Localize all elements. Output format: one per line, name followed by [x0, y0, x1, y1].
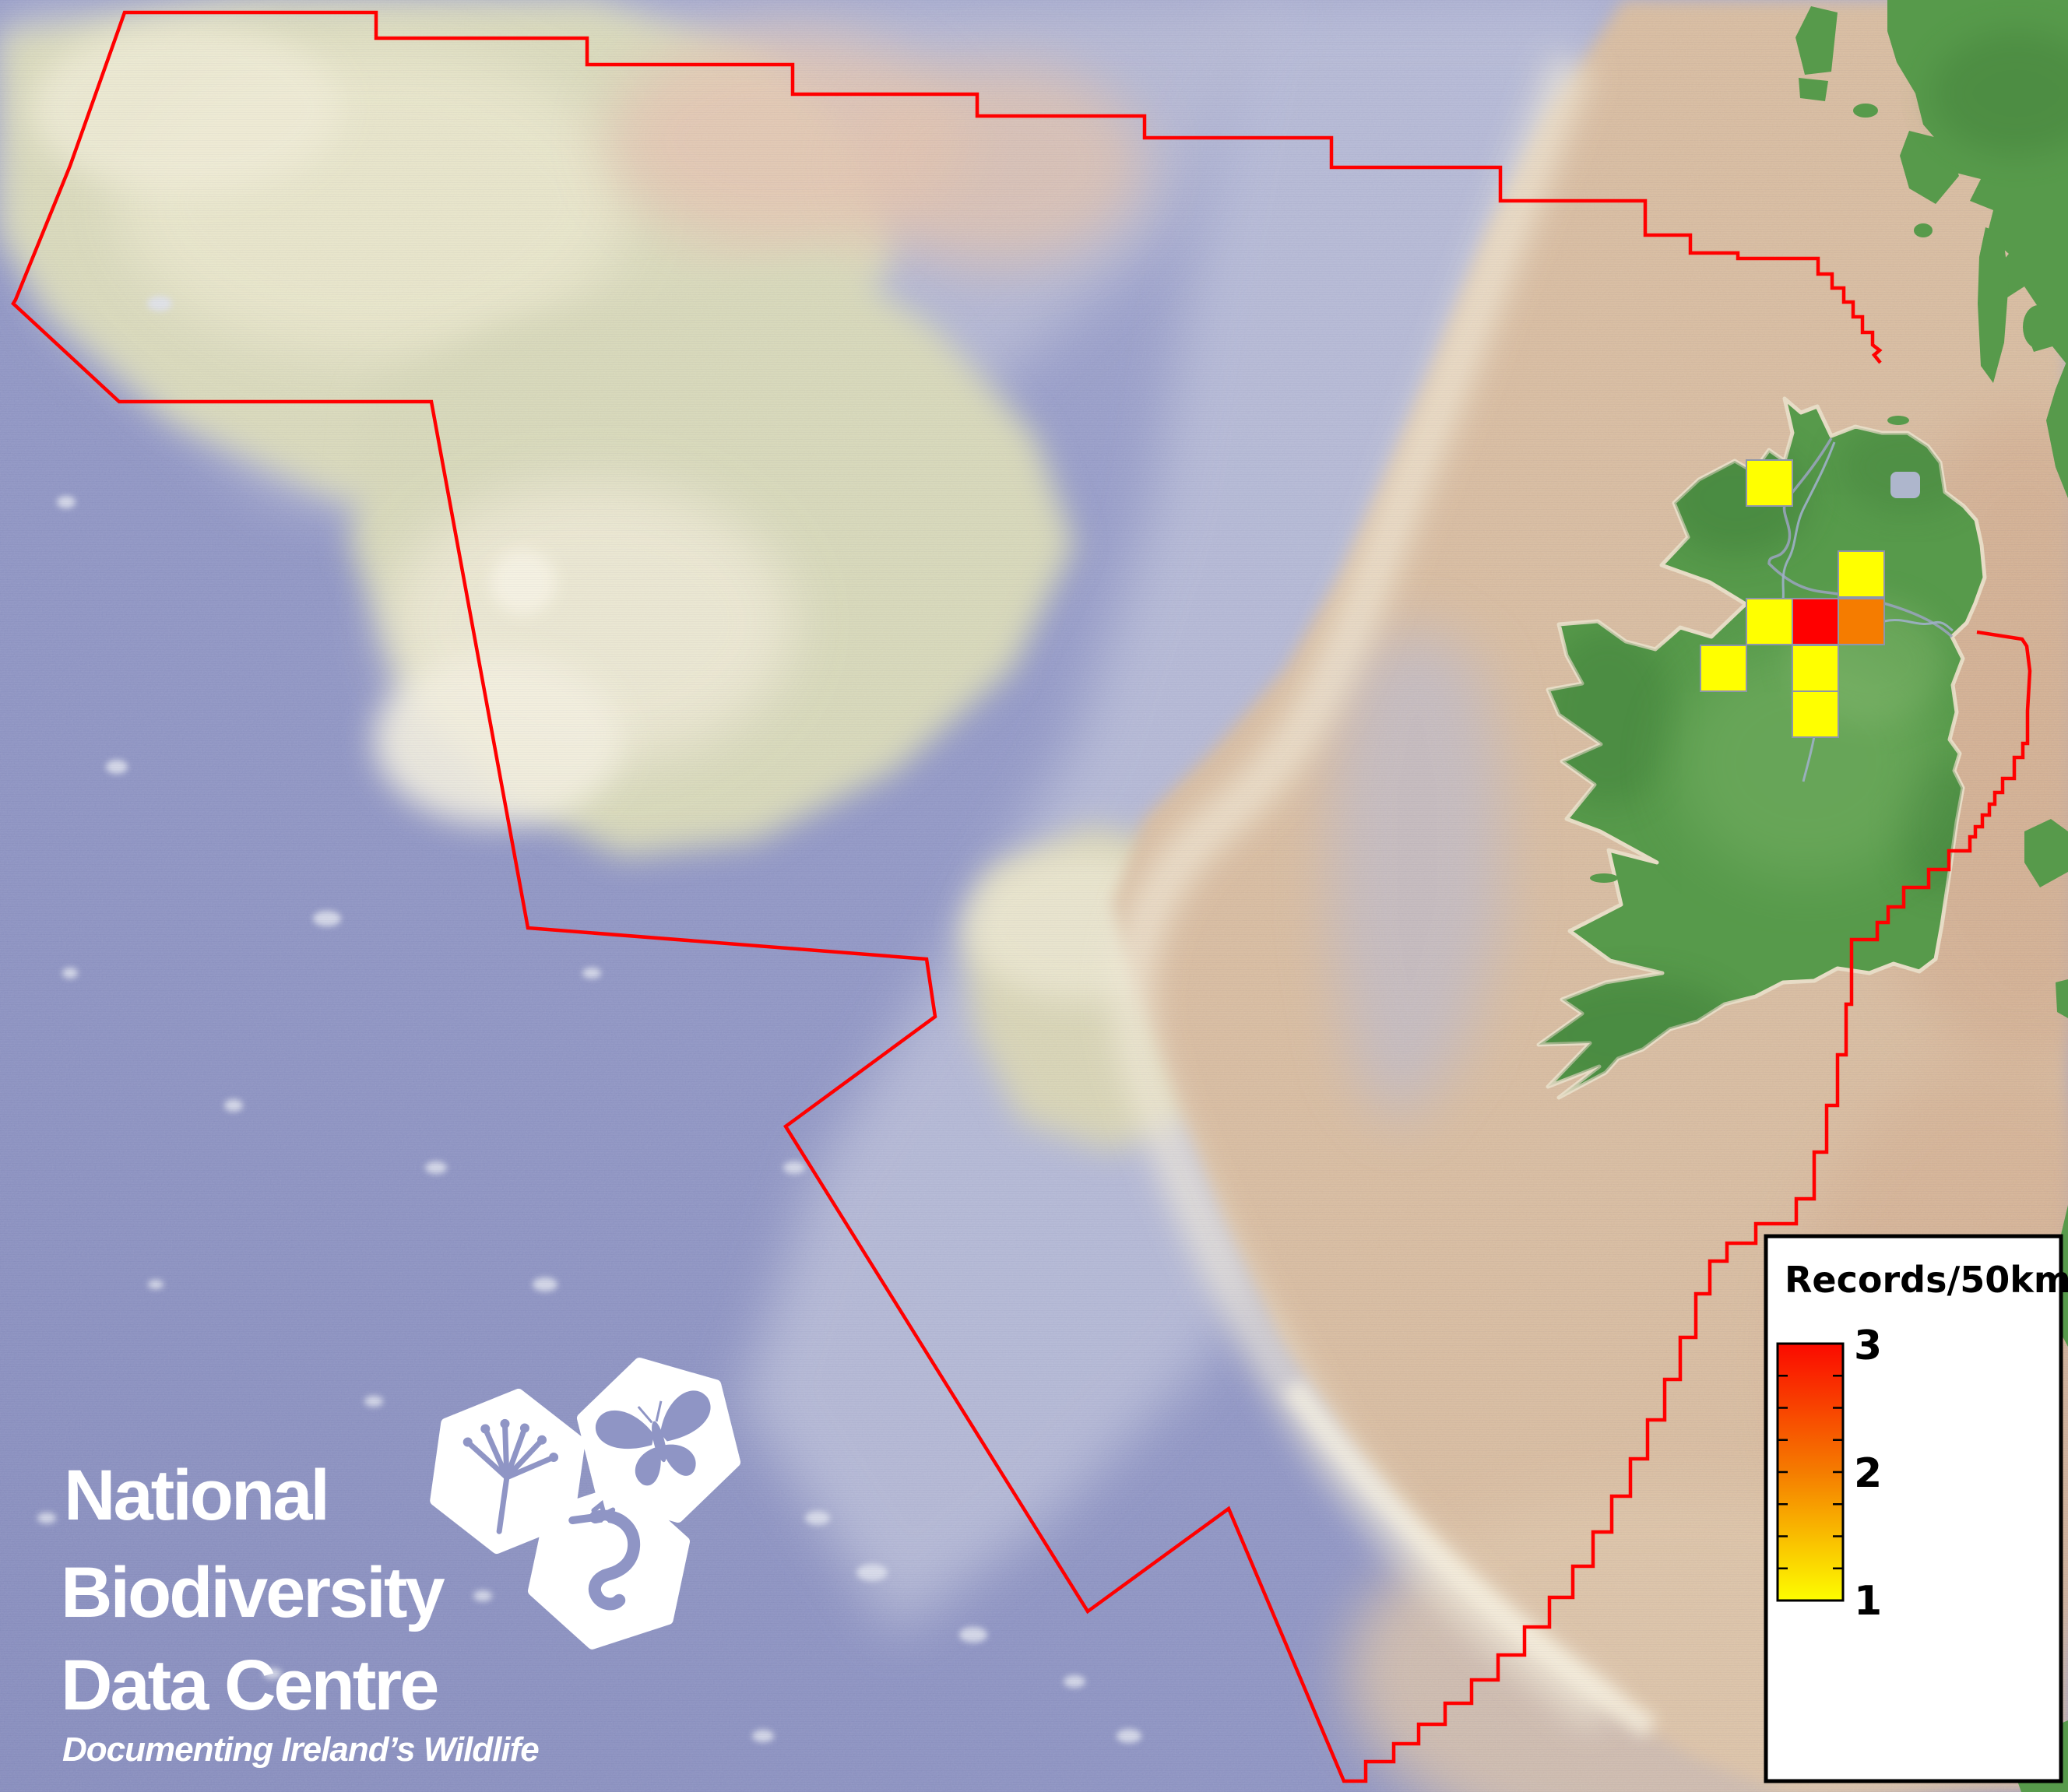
legend-label-max: 3	[1854, 1323, 1882, 1369]
legend-tick-marks	[1778, 1375, 1843, 1569]
legend-box: Records/50km 3 2 1	[1764, 1234, 2068, 1783]
lough-neagh	[1890, 472, 1920, 498]
kintyre-peninsula	[1978, 227, 2009, 383]
record-cell-1	[1746, 598, 1793, 645]
hexagon-butterfly	[576, 1358, 741, 1523]
record-cell-1	[1746, 459, 1793, 507]
designated-area-boundary	[11, 10, 2032, 1783]
legend-title: Records/50km	[1785, 1259, 2068, 1301]
hexagon-plant	[430, 1388, 586, 1555]
small-isle	[1853, 104, 1878, 118]
plant-sprig-icon	[462, 1418, 559, 1534]
record-cell-1	[1792, 690, 1839, 738]
logo-tagline: Documenting Ireland’s Wildlife	[62, 1731, 539, 1769]
seahorse-icon	[568, 1499, 641, 1611]
record-cell-3	[1792, 598, 1839, 645]
landmass-britain	[1795, 0, 2068, 1792]
record-cell-1	[1838, 550, 1885, 598]
arran-island	[2023, 305, 2054, 349]
record-cell-1	[1700, 645, 1747, 692]
butterfly-icon	[595, 1390, 711, 1486]
isle-of-man	[2024, 819, 2068, 887]
logo-line-1: National	[64, 1456, 328, 1535]
nbdc-logo: National Biodiversity Data Centre Docume…	[61, 1358, 741, 1769]
small-isle	[1799, 78, 1828, 101]
rathlin-island	[1887, 416, 1909, 425]
logo-line-2: Biodiversity	[61, 1553, 445, 1632]
aran-islands	[1590, 873, 1618, 883]
small-isle	[1914, 223, 1933, 237]
river-erne-shannon	[1781, 441, 1836, 600]
logo-hexagons	[430, 1358, 741, 1650]
highland-shading	[1931, 31, 2068, 156]
galloway-coast	[2046, 358, 2068, 498]
river-east	[1883, 619, 1954, 632]
record-cell-1	[1792, 645, 1839, 692]
legend-label-min: 1	[1854, 1578, 1882, 1625]
records-grid	[1700, 459, 1885, 738]
record-cell-2	[1838, 598, 1885, 645]
hexagon-seahorse	[528, 1483, 690, 1650]
islay-jura-islands	[1900, 131, 1959, 204]
river-south	[1802, 736, 1816, 782]
logo-line-3: Data Centre	[61, 1646, 438, 1725]
legend-label-mid: 2	[1854, 1450, 1882, 1497]
islay-island	[1795, 6, 1838, 75]
anglesey	[2056, 979, 2068, 1018]
